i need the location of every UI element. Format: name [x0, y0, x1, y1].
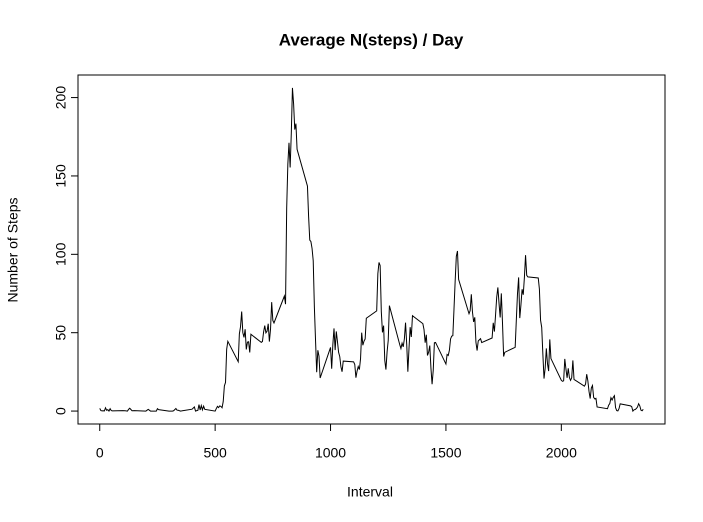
y-tick-label: 50: [53, 325, 69, 341]
x-tick-label: 1000: [315, 445, 346, 461]
x-tick-label: 2000: [546, 445, 577, 461]
x-tick-label: 1500: [430, 445, 461, 461]
x-tick-label: 500: [203, 445, 227, 461]
y-axis-label: Number of Steps: [5, 197, 21, 302]
data-line: [99, 87, 644, 413]
y-tick-label: 200: [53, 86, 69, 110]
chart-title: Average N(steps) / Day: [279, 30, 464, 49]
y-tick-label: 0: [53, 407, 69, 415]
plot-frame: [77, 74, 666, 425]
x-axis-label: Interval: [347, 484, 393, 500]
y-tick-label: 100: [53, 242, 69, 266]
x-tick-label: 0: [96, 445, 104, 461]
y-tick-label: 150: [53, 164, 69, 188]
